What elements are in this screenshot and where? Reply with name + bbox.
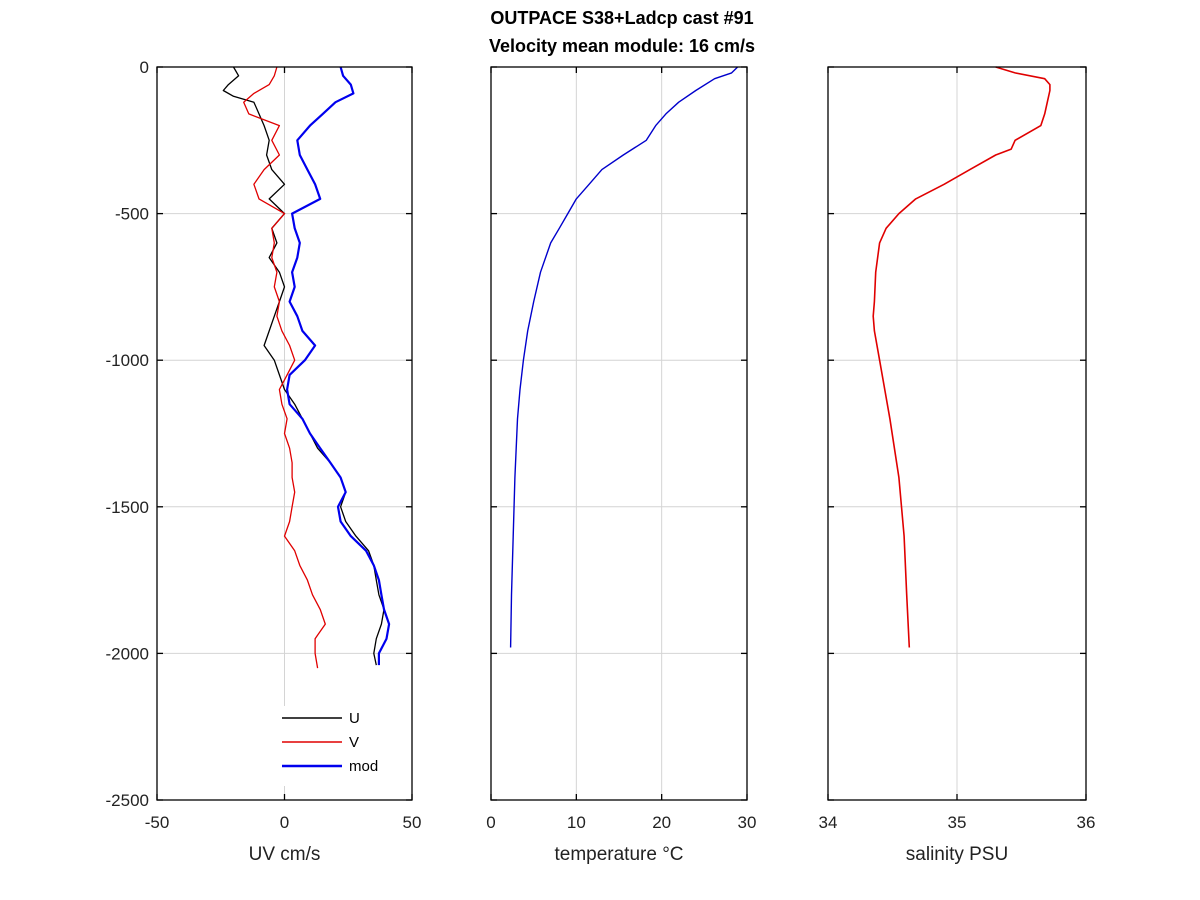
y-tick-label: -1000 — [106, 351, 149, 370]
x-tick-label: 30 — [738, 813, 757, 832]
mod-line — [286, 66, 391, 666]
x-tick-label: 20 — [652, 813, 671, 832]
figure-title-line1: OUTPACE S38+Ladcp cast #91 — [490, 8, 753, 28]
x-tick-label: -50 — [145, 813, 170, 832]
x-axis-label: UV cm/s — [249, 844, 321, 865]
x-axis-label: salinity PSU — [906, 844, 1008, 865]
temperature-panel: 0 10 20 30 temperature °C — [486, 66, 757, 865]
legend-label-v: V — [349, 734, 359, 751]
x-tick-label: 10 — [567, 813, 586, 832]
salinity-panel: 34 35 36 salinity PSU — [819, 66, 1096, 865]
x-tick-label: 36 — [1077, 813, 1096, 832]
legend-label-u: U — [349, 710, 360, 727]
v-line — [243, 66, 326, 669]
temperature-line — [509, 66, 739, 648]
salinity-line — [872, 66, 1051, 648]
y-tick-label: -2500 — [106, 791, 149, 810]
x-tick-label: 0 — [280, 813, 289, 832]
x-tick-label: 0 — [486, 813, 495, 832]
legend-box — [274, 706, 400, 786]
y-tick-label: -1500 — [106, 498, 149, 517]
x-tick-label: 50 — [403, 813, 422, 832]
plot-frame — [490, 66, 748, 801]
x-tick-label: 34 — [819, 813, 838, 832]
figure-title-line2: Velocity mean module: 16 cm/s — [489, 36, 755, 56]
y-tick-label: -500 — [115, 205, 149, 224]
x-axis-label: temperature °C — [554, 844, 683, 865]
y-tick-label: -2000 — [106, 644, 149, 663]
y-tick-label: 0 — [140, 58, 149, 77]
uv-legend: U V mod — [274, 706, 400, 786]
legend-label-mod: mod — [349, 758, 378, 775]
x-tick-label: 35 — [948, 813, 967, 832]
plot-frame — [827, 66, 1087, 801]
plot-frame — [156, 66, 413, 801]
